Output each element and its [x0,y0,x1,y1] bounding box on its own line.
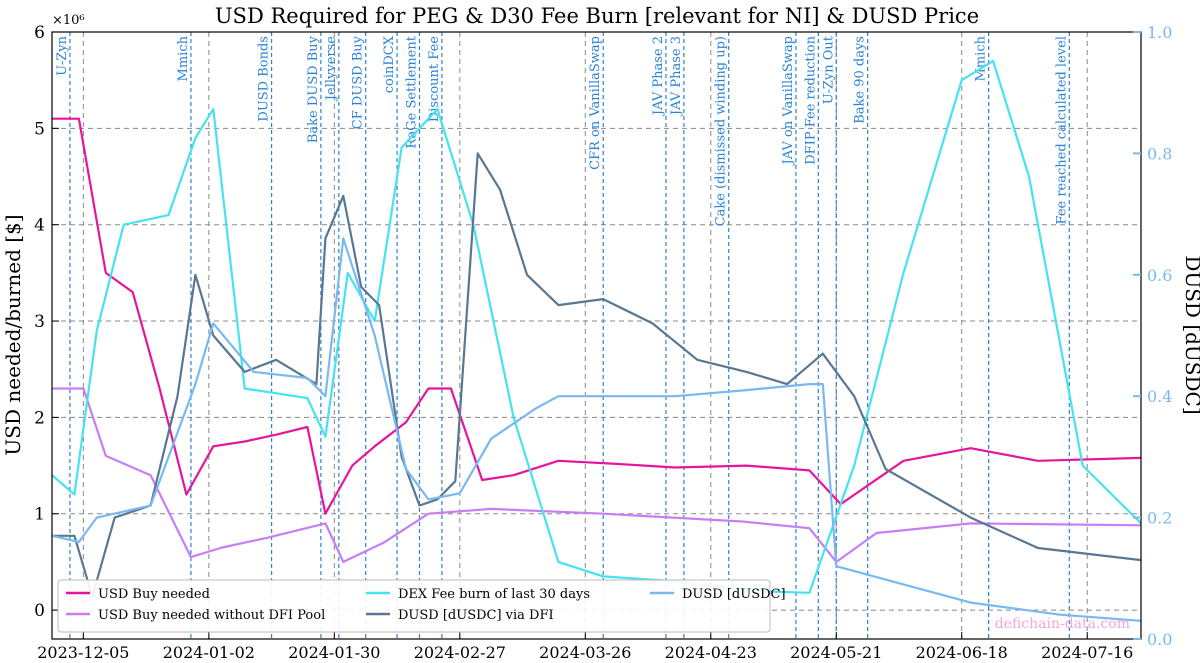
event-label: Cake (dismissed winding up) [714,36,729,226]
x-tick-label: 2024-03-26 [539,643,631,662]
event-label: Bake 90 days [853,36,868,124]
event-label: Discount Fee [427,36,442,122]
legend-label: USD Buy needed [98,587,210,602]
axes: 0 1 2 3 4 5 6 2023-12-05 2024-01-02 2024-01-30 202… [34,23,1172,662]
x-tick-label: 2024-07-16 [1041,643,1133,662]
watermark: defichain-data.com [995,616,1130,632]
event-label: Fee reached calculated level [1054,36,1069,224]
y-tick-label: 3 [34,312,45,332]
series-lines [51,59,1142,622]
event-label: DFIP Fee reduction [803,35,818,164]
x-tick-label: 2023-12-05 [37,643,129,662]
y-tick-label: 1 [34,505,45,525]
y-tick-label: 4 [34,216,45,236]
y-right-tick-label: 0.4 [1147,387,1172,406]
event-label: U-Zyn Out [821,35,836,104]
event-markers: U-Zyn Mmich DUSD Bonds Bake DUSD Buy Jellyve… [55,32,1070,639]
x-tick-label: 2024-01-30 [288,643,380,662]
event-label: Bake DUSD Buy [306,35,321,143]
plot-frame [51,31,1142,640]
event-label: JAV on VanillaSwap [781,36,796,166]
y-right-tick-label: 0.6 [1147,266,1172,285]
legend-label: DUSD [dUSDC] [682,587,786,602]
event-label: CF DUSD Buy [351,35,366,129]
event-label: Jellyverse [324,36,339,102]
x-tick-label: 2024-04-23 [665,643,757,662]
series-line [52,152,1142,598]
y-exponent-label: ×10⁶ [52,13,85,28]
chart-title: USD Required for PEG & D30 Fee Burn [rel… [215,4,979,28]
series-line [52,117,1142,515]
series-line [51,59,1142,594]
y-right-tick-label: 0.8 [1147,144,1172,163]
series-line [51,237,1142,622]
legend-label: DUSD [dUSDC] via DFI [398,608,554,623]
y-tick-label: 0 [34,601,45,621]
legend: USD Buy needed USD Buy needed without DFI… [57,579,786,633]
series-line [52,387,1142,564]
x-tick-label: 2024-06-18 [916,643,1008,662]
x-tick-label: 2024-01-02 [163,643,255,662]
y-right-tick-label: 0.2 [1147,509,1172,528]
event-label: Mmich [974,35,989,81]
y-tick-label: 6 [34,23,45,43]
legend-box [57,579,771,633]
event-label: JAV Phase 3 [669,36,684,117]
event-label: RaGe Settlement [404,35,419,148]
y-axis-right-label: DUSD [dUSDC] [1181,255,1200,414]
legend-label: DEX Fee burn of last 30 days [398,587,590,602]
x-tick-label: 2024-02-27 [414,643,506,662]
event-label: DUSD Bonds [257,36,272,122]
x-tick-label: 2024-05-21 [790,643,882,662]
event-label: U-Zyn [55,35,70,75]
event-label: JAV Phase 2 [651,36,666,117]
y-axis-label: USD needed/burned [$] [1,214,25,455]
y-right-tick-label: 1.0 [1147,23,1172,42]
event-label: coinDCX [382,35,397,93]
event-label: CFR on VanillaSwap [588,36,603,170]
y-right-tick-label: 0.0 [1147,630,1172,649]
y-tick-label: 5 [34,119,45,139]
legend-label: USD Buy needed without DFI Pool [98,608,325,623]
y-tick-label: 2 [34,408,45,428]
event-label: Mmich [176,35,191,81]
